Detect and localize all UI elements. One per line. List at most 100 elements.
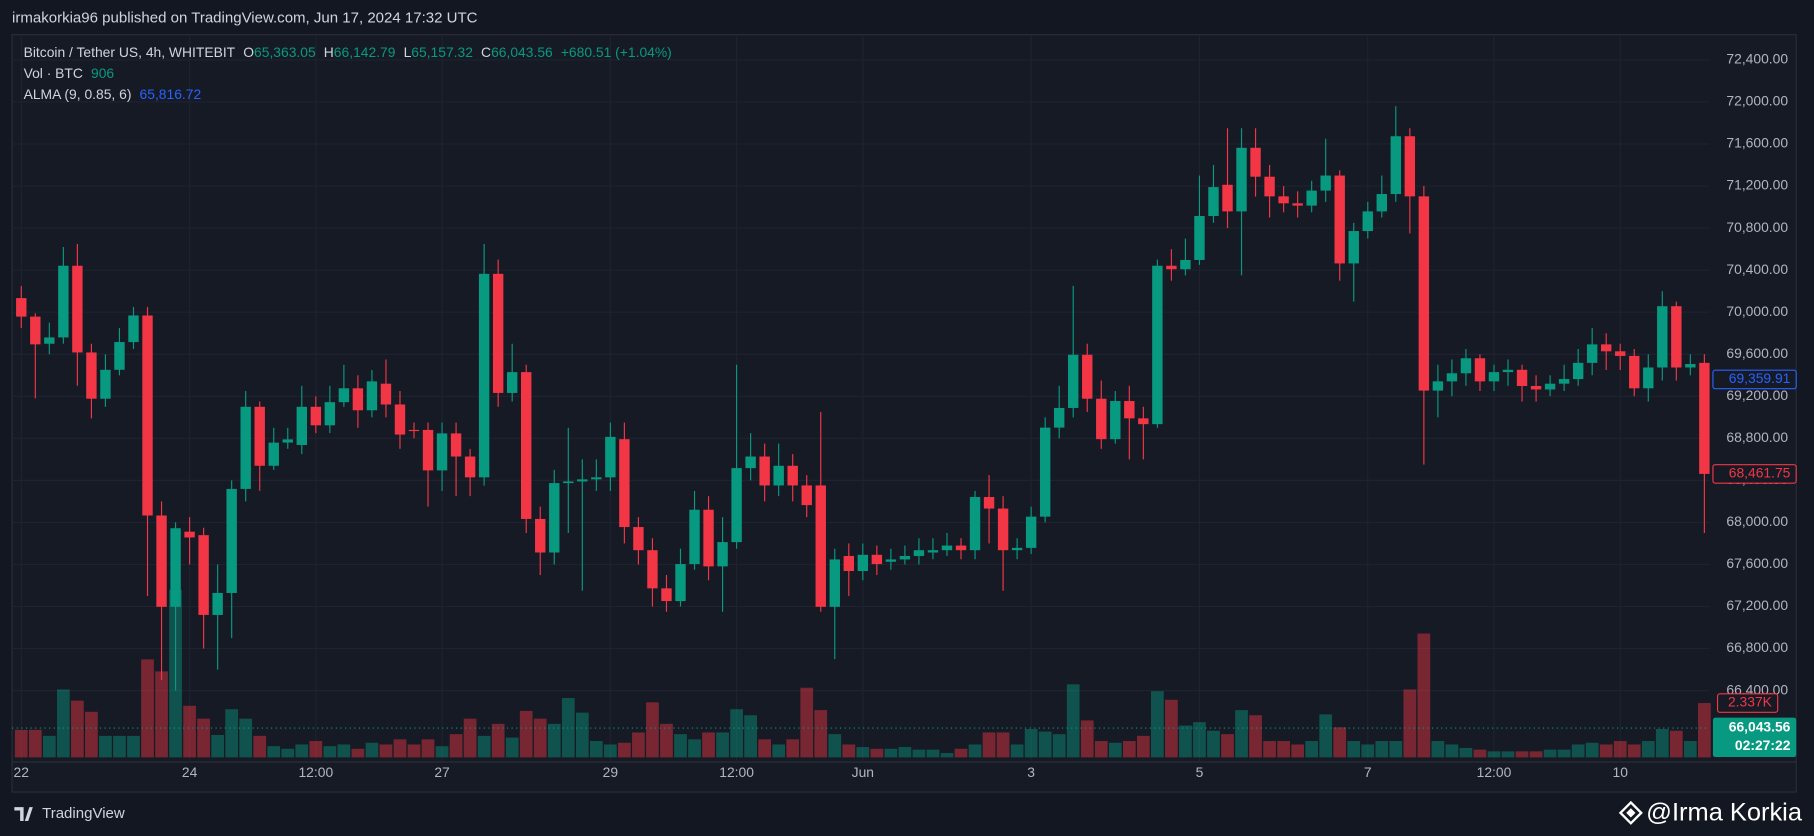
volume-bar [267,746,281,758]
published-line: irmakorkia96 published on TradingView.co… [12,9,478,26]
x-tick-label: 10 [1613,764,1629,780]
candle-body [198,535,209,615]
candle-body [857,554,869,571]
candle-body [1110,401,1121,440]
candle-body [184,531,195,538]
volume-bar [604,744,617,758]
candle-body [1474,358,1486,382]
legend-text: 66,043.56 [491,44,553,60]
x-tick-label: 12:00 [719,764,754,780]
x-tick-label: 12:00 [1477,764,1512,780]
candle-body [1362,211,1373,232]
candle-body [1320,175,1331,191]
candle-body [1053,407,1065,428]
legend-text: 65,363.05 [254,44,316,60]
volume-bar [1445,744,1459,758]
volume-bar [85,711,98,758]
volume-bar [1417,633,1431,758]
candle-body [605,436,616,478]
candle-body [1278,196,1289,204]
candle-body [16,298,27,317]
volume-bar [1179,725,1192,758]
y-tick-label: 68,800.00 [1726,429,1788,445]
candle-body [1194,216,1205,260]
volume-bar [56,689,70,758]
volume-bar [463,718,477,758]
volume-bar [1571,744,1585,758]
volume-bar [842,744,856,758]
candle-body [1250,147,1261,177]
y-tick-label: 72,000.00 [1726,93,1788,109]
volume-bar [646,702,659,758]
volume-bar [253,735,267,758]
volume-bar [519,710,533,758]
author: @Irma Korkia [1646,799,1803,827]
volume-bar [1389,741,1403,758]
volume-bar [71,700,84,758]
candle-body [703,509,714,567]
candle-body [1657,306,1668,368]
candle-body [675,564,686,602]
legend-text: 906 [91,65,114,81]
legend-text: 65,816.72 [140,85,202,101]
candle-body [1699,362,1710,474]
legend-text: C [481,44,491,60]
alma-legend: ALMA (9, 0.85, 6) 65,816.72 [24,85,202,101]
candle-body [1124,401,1135,419]
candle-body [1600,344,1612,352]
volume-bar [1108,742,1122,758]
volume-bar [309,741,323,758]
volume-bar [1291,744,1304,758]
candle-body [815,485,826,607]
candle-body [30,316,41,345]
candle-body [521,372,532,519]
volume-bar [141,659,154,758]
candle-body [114,342,125,370]
volume-bar [1052,734,1066,758]
volume-bar [393,739,407,758]
candle-body [1404,136,1416,197]
symbol-legend: Bitcoin / Tether US, 4h, WHITEBIT O65,363… [24,44,672,60]
candle-body [100,369,111,399]
legend-text: L [404,44,412,60]
volume-bar [1655,728,1669,758]
y-tick-label: 67,600.00 [1726,555,1788,571]
candle-body [422,429,434,471]
axes: 66,400.0066,800.0067,200.0067,600.0068,0… [12,51,1797,780]
volume-bar [1165,699,1178,758]
price-tag [1712,464,1797,484]
volume-tag-label: 2.337K [1728,694,1773,710]
volume-bar [996,732,1010,758]
y-tick-label: 67,200.00 [1726,597,1788,613]
volume-bar [1333,727,1347,758]
volume-bar [1557,749,1571,758]
candle-body [1376,194,1387,212]
legend-text: O [243,44,254,60]
volume-bar [814,710,828,758]
candle-body [1446,373,1458,382]
y-tick-label: 66,800.00 [1726,639,1788,655]
volume-bar [1515,751,1529,758]
volume-bar [14,729,28,758]
candle-body [478,273,490,478]
candle-body [731,468,742,543]
x-tick-label: 12:00 [298,764,333,780]
candle-body [394,404,406,435]
candle-body [745,456,756,469]
candle-body [969,496,981,551]
candle-body [450,433,462,457]
candle-body [380,383,392,405]
candle-body [506,372,518,393]
legend-text: H [324,44,334,60]
volume-bar [1431,741,1445,758]
candle-body [1152,265,1163,425]
volume-bar [1599,744,1613,758]
candle-body [1264,176,1275,197]
y-tick-label: 70,400.00 [1726,261,1788,277]
y-tick-label: 70,000.00 [1726,303,1788,319]
chart-pane [11,34,1797,793]
volume-bar [211,735,225,758]
candle-body [759,456,770,486]
volume-bar [575,712,589,758]
volume-bar [1361,744,1375,758]
